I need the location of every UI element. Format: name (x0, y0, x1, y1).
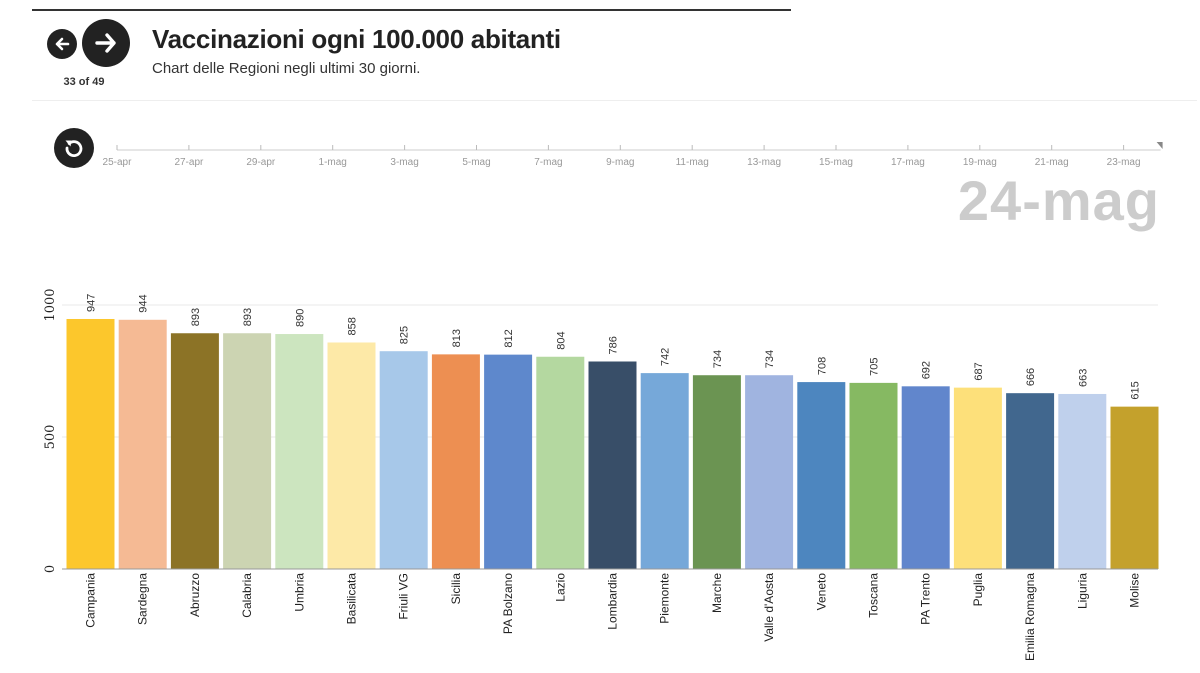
category-label: Molise (1128, 573, 1142, 608)
bar-emilia-romagna[interactable] (1006, 393, 1055, 569)
bar-pa-trento[interactable] (901, 386, 950, 569)
category-label: Friuli VG (397, 573, 411, 620)
timeline-tick-label: 9-mag (606, 157, 634, 168)
category-label: Puglia (971, 573, 985, 607)
category-label: Sardegna (136, 573, 150, 625)
data-label: 705 (869, 358, 881, 376)
bar-friuli-vg[interactable] (379, 351, 428, 569)
bar-puglia[interactable] (953, 387, 1002, 569)
timeline-tick-label: 21-mag (1035, 157, 1069, 168)
page-title: Vaccinazioni ogni 100.000 abitanti (152, 24, 561, 54)
data-label: 893 (190, 308, 202, 326)
timeline-tick-label: 15-mag (819, 157, 853, 168)
arrow-left-icon (55, 37, 70, 51)
bar-sardegna[interactable] (118, 319, 167, 569)
bar-abruzzo[interactable] (170, 333, 219, 569)
bar-toscana[interactable] (849, 382, 898, 569)
bar-lazio[interactable] (536, 356, 585, 569)
data-label: 804 (555, 331, 567, 349)
data-label: 813 (451, 329, 463, 347)
bar-calabria[interactable] (223, 333, 272, 569)
timeline-tick-label: 13-mag (747, 157, 781, 168)
data-label: 944 (138, 294, 150, 312)
timeline-tick-label: 1-mag (319, 157, 347, 168)
data-label: 893 (242, 308, 254, 326)
category-label: Valle d'Aosta (762, 573, 776, 642)
bar-liguria[interactable] (1058, 393, 1107, 569)
category-label: Abruzzo (188, 573, 202, 617)
data-label: 708 (816, 357, 828, 375)
data-label: 947 (86, 294, 98, 312)
bar-campania[interactable] (66, 318, 115, 569)
category-label: Piemonte (658, 573, 672, 624)
timeline-tick-label: 3-mag (390, 157, 418, 168)
bar-pa-bolzano[interactable] (484, 354, 533, 569)
y-tick-label: 0 (43, 565, 58, 573)
y-tick-label: 500 (43, 425, 58, 450)
category-label: Toscana (867, 573, 881, 618)
current-date: 24-mag (957, 169, 1160, 232)
next-button[interactable] (82, 19, 130, 67)
category-label: Basilicata (345, 573, 359, 625)
data-label: 734 (712, 350, 724, 368)
data-label: 615 (1130, 381, 1142, 399)
category-label: Lombardia (606, 573, 620, 630)
bar-sicilia[interactable] (431, 354, 480, 569)
replay-button[interactable] (54, 128, 94, 168)
category-label: Campania (84, 573, 98, 628)
category-label: Emilia Romagna (1023, 573, 1037, 661)
timeline-tick-label: 7-mag (534, 157, 562, 168)
timeline-tick-label: 25-apr (103, 157, 133, 168)
category-label: Calabria (240, 573, 254, 618)
y-tick-label: 1000 (43, 288, 58, 321)
bar-molise[interactable] (1110, 406, 1159, 569)
timeline-tick-label: 23-mag (1107, 157, 1141, 168)
data-label: 692 (921, 361, 933, 379)
category-label: Liguria (1075, 573, 1089, 609)
data-label: 812 (503, 329, 515, 347)
bar-veneto[interactable] (797, 382, 846, 569)
data-label: 663 (1077, 369, 1089, 387)
category-label: Sicilia (449, 573, 463, 605)
replay-icon (65, 140, 83, 157)
category-label: Veneto (814, 573, 828, 611)
timeline-tick-label: 17-mag (891, 157, 925, 168)
category-label: PA Bolzano (501, 573, 515, 634)
previous-button[interactable] (47, 29, 77, 59)
timeline-tick-label: 5-mag (462, 157, 490, 168)
timeline-tick-label: 11-mag (676, 157, 709, 168)
bar-umbria[interactable] (275, 334, 324, 569)
category-label: Marche (710, 573, 724, 613)
data-label: 825 (399, 326, 411, 344)
data-label: 734 (764, 350, 776, 368)
arrow-right-icon (95, 33, 116, 53)
data-label: 786 (608, 336, 620, 354)
header-divider (32, 100, 1197, 101)
data-label: 742 (660, 348, 672, 366)
category-label: Lazio (553, 573, 567, 602)
data-label: 687 (973, 362, 985, 380)
bar-marche[interactable] (692, 375, 741, 569)
bar-basilicata[interactable] (327, 342, 376, 569)
data-label: 890 (294, 309, 306, 327)
timeline-tick-label: 29-apr (246, 157, 276, 168)
page-subtitle: Chart delle Regioni negli ultimi 30 gior… (152, 60, 421, 77)
bar-lombardia[interactable] (588, 361, 637, 569)
timeline-handle[interactable] (1156, 142, 1163, 149)
category-label: PA Trento (919, 573, 933, 625)
top-rule (32, 9, 791, 11)
category-label: Umbria (292, 573, 306, 612)
timeline-tick-label: 27-apr (174, 157, 204, 168)
data-label: 858 (347, 317, 359, 335)
bar-valle-d-aosta[interactable] (745, 375, 794, 569)
data-label: 666 (1025, 368, 1037, 386)
timeline-tick-label: 19-mag (963, 157, 997, 168)
slide-counter: 33 of 49 (63, 76, 105, 88)
bar-piemonte[interactable] (640, 373, 689, 569)
